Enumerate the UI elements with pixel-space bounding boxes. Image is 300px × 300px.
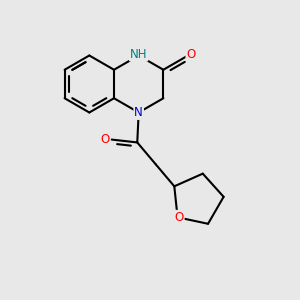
Text: NH: NH — [130, 47, 147, 61]
Text: O: O — [174, 211, 184, 224]
Text: O: O — [186, 47, 196, 61]
Text: O: O — [100, 133, 109, 146]
Text: N: N — [134, 106, 143, 119]
